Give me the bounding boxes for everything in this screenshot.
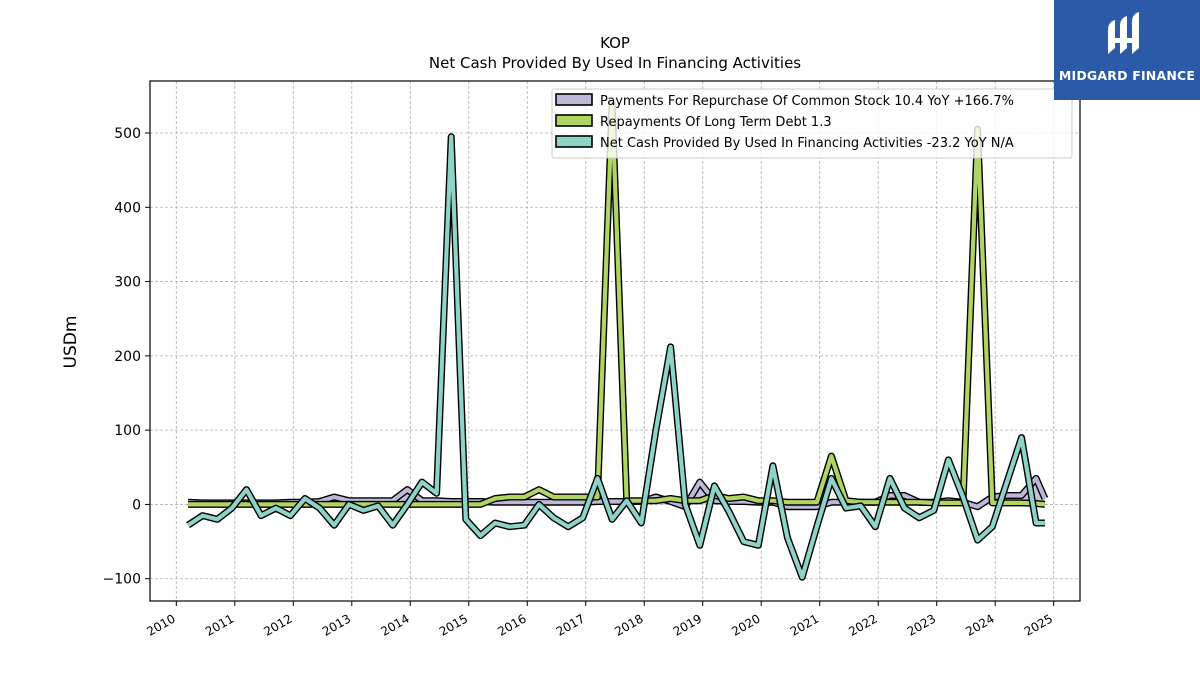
legend-swatch bbox=[555, 135, 593, 148]
chart-subtitle: Net Cash Provided By Used In Financing A… bbox=[429, 54, 801, 72]
x-tick-label: 2010 bbox=[144, 611, 177, 638]
y-tick-label: 500 bbox=[114, 126, 141, 142]
x-tick-label: 2022 bbox=[846, 611, 879, 638]
y-tick-label: 0 bbox=[132, 497, 141, 513]
y-tick-label: 400 bbox=[114, 200, 141, 216]
brand-name: MIDGARD FINANCE bbox=[1058, 68, 1196, 83]
midgard-logo-icon bbox=[1108, 12, 1139, 54]
x-tick-label: 2023 bbox=[905, 611, 938, 638]
x-tick-label: 2020 bbox=[729, 611, 762, 638]
legend-label: Net Cash Provided By Used In Financing A… bbox=[600, 136, 1014, 151]
x-tick-label: 2018 bbox=[612, 611, 645, 638]
x-tick-label: 2021 bbox=[788, 611, 821, 638]
y-axis-label: USDm bbox=[61, 316, 81, 369]
series-outline-1 bbox=[188, 99, 1046, 508]
x-tick-label: 2024 bbox=[963, 611, 996, 638]
y-tick-label: 200 bbox=[114, 349, 141, 365]
y-tick-label: −100 bbox=[103, 572, 141, 588]
chart-title: KOP bbox=[600, 34, 630, 52]
series-line-0 bbox=[187, 476, 1047, 509]
y-tick-label: 300 bbox=[114, 275, 141, 291]
legend: Payments For Repurchase Of Common Stock … bbox=[551, 88, 1073, 159]
x-tick-label: 2019 bbox=[671, 611, 704, 638]
x-tick-label: 2015 bbox=[437, 611, 470, 638]
x-tick-label: 2011 bbox=[203, 611, 236, 638]
y-tick-label: 100 bbox=[114, 423, 141, 439]
series-group bbox=[186, 99, 1049, 581]
legend-swatch bbox=[555, 93, 593, 106]
legend-label: Payments For Repurchase Of Common Stock … bbox=[600, 94, 1014, 109]
axis-ticks: 2010 2011 2012 2013 2014 2015 2016 2017 2018 2019… bbox=[103, 126, 1056, 639]
plot-frame bbox=[149, 80, 1081, 602]
x-tick-label: 2016 bbox=[495, 611, 528, 638]
x-tick-label: 2025 bbox=[1022, 611, 1055, 638]
series-line-1 bbox=[188, 101, 1046, 507]
series-line-2 bbox=[186, 134, 1045, 580]
x-tick-label: 2012 bbox=[261, 611, 294, 638]
legend-box bbox=[551, 88, 1073, 159]
series-area-0 bbox=[188, 478, 1045, 507]
brand-logo: MIDGARD FINANCE bbox=[1054, 0, 1200, 100]
x-tick-label: 2017 bbox=[554, 611, 587, 638]
x-tick-label: 2013 bbox=[320, 611, 353, 638]
legend-swatch bbox=[555, 114, 593, 127]
x-tick-label: 2014 bbox=[378, 611, 411, 638]
legend-label: Repayments Of Long Term Debt 1.3 bbox=[600, 115, 832, 130]
